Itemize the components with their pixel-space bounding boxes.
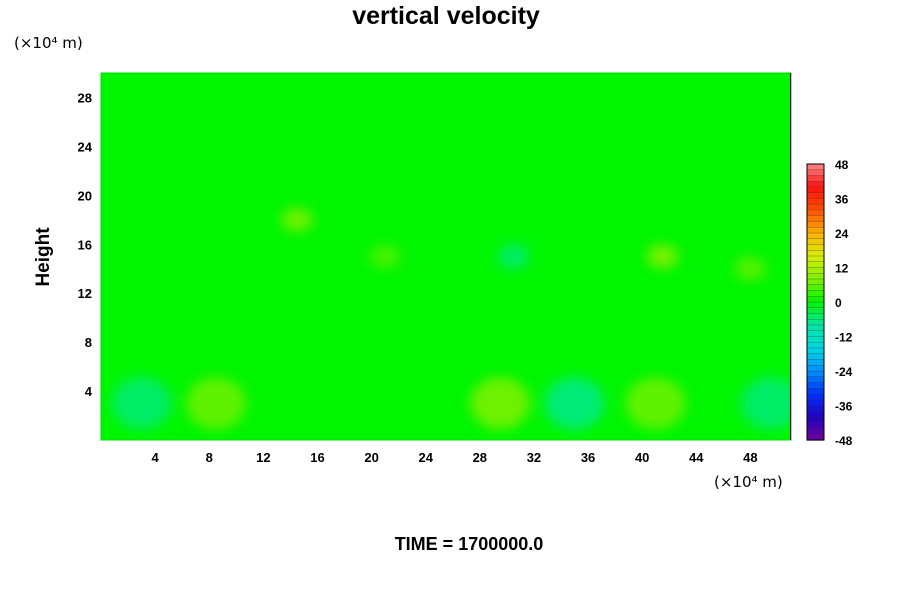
colorbar-tick-label: 12: [835, 262, 849, 276]
x-tick-label: 44: [689, 450, 704, 465]
colorbar-segment: [806, 342, 825, 349]
y-axis-label: Height: [33, 227, 54, 287]
y-tick-label: 16: [78, 237, 92, 252]
x-tick-label: 24: [418, 450, 433, 465]
colorbar-segment: [806, 324, 825, 332]
colorbar-segment: [806, 255, 825, 263]
feature-10: [734, 256, 767, 281]
y-tick-label: 8: [85, 335, 92, 350]
colorbar-frame: [806, 163, 825, 441]
x-tick-label: 4: [152, 450, 160, 465]
colorbar-segment: [806, 267, 825, 274]
x-tick-label: 16: [310, 450, 324, 465]
colorbar-segment: [806, 290, 825, 297]
feature-9: [497, 244, 530, 269]
feature-3: [369, 244, 402, 269]
feature-8: [740, 377, 791, 430]
feature-6: [625, 377, 686, 430]
colorbar-segment: [806, 382, 825, 389]
colorbar-segment: [806, 198, 825, 205]
colorbar-segment: [806, 319, 825, 326]
colorbar-segment: [806, 428, 825, 435]
colorbar-segment: [806, 175, 825, 182]
colorbar-segment: [806, 393, 825, 401]
colorbar-segment: [806, 209, 825, 217]
plot-area: [101, 73, 791, 440]
feature-5: [544, 377, 605, 430]
feature-4: [470, 377, 531, 430]
x-tick-label: 36: [581, 450, 595, 465]
colorbar: [806, 163, 825, 441]
x-tick-label: 12: [256, 450, 270, 465]
colorbar-segment: [806, 181, 825, 188]
colorbar-segment: [806, 273, 825, 280]
colorbar-tick-label: 48: [835, 158, 849, 172]
feature-2: [281, 207, 314, 232]
x-axis-unit: (×10⁴ m): [714, 473, 783, 491]
colorbar-segment: [806, 204, 825, 211]
colorbar-segment: [806, 313, 825, 320]
colorbar-segment: [806, 411, 825, 418]
colorbar-segment: [806, 192, 825, 200]
colorbar-segment: [806, 405, 825, 412]
y-tick-label: 20: [78, 188, 92, 203]
colorbar-segment: [806, 388, 825, 395]
colorbar-segment: [806, 376, 825, 384]
colorbar-segment: [806, 370, 825, 378]
y-tick-label: 12: [78, 286, 92, 301]
x-tick-label: 20: [364, 450, 378, 465]
time-label: TIME = 1700000.0: [395, 534, 544, 554]
colorbar-segment: [806, 250, 825, 257]
feature-1: [186, 377, 246, 430]
colorbar-tick-label: -24: [835, 365, 853, 379]
feature-7: [646, 244, 679, 269]
x-axis-ticks: 4 8 12 16 20 24 28 32 36 40 44 48: [152, 450, 758, 465]
x-tick-label: 48: [743, 450, 757, 465]
colorbar-segment: [806, 163, 825, 171]
y-axis-unit: (×10⁴ m): [14, 34, 83, 52]
colorbar-tick-label: 36: [835, 193, 849, 207]
colorbar-segment: [806, 399, 825, 407]
velocity-features: [111, 207, 791, 430]
colorbar-segment: [806, 221, 825, 228]
colorbar-tick-label: -48: [835, 434, 853, 448]
colorbar-segment: [806, 353, 825, 361]
colorbar-segment: [806, 261, 825, 269]
colorbar-segment: [806, 244, 825, 251]
colorbar-tick-label: -36: [835, 400, 853, 414]
colorbar-tick-label: 0: [835, 296, 842, 310]
x-tick-label: 32: [527, 450, 541, 465]
colorbar-segment: [806, 284, 825, 292]
y-axis-ticks: 4 8 12 16 20 24 28: [78, 90, 93, 399]
colorbar-segment: [806, 365, 825, 372]
colorbar-segment: [806, 330, 825, 338]
x-tick-label: 8: [206, 450, 213, 465]
y-tick-label: 28: [78, 90, 92, 105]
colorbar-segment: [806, 238, 825, 246]
colorbar-segment: [806, 301, 825, 309]
colorbar-ticks: 48 36 24 12 0 -12 -24 -36 -48: [835, 158, 853, 448]
colorbar-segment: [806, 169, 825, 177]
colorbar-tick-label: 24: [835, 227, 849, 241]
colorbar-segment: [806, 186, 825, 194]
x-tick-label: 28: [473, 450, 487, 465]
y-tick-label: 4: [85, 384, 93, 399]
colorbar-segment: [806, 422, 825, 430]
colorbar-tick-label: -12: [835, 331, 853, 345]
chart-title: vertical velocity: [352, 2, 540, 30]
colorbar-segment: [806, 296, 825, 303]
colorbar-segment: [806, 232, 825, 240]
colorbar-segment: [806, 278, 825, 286]
y-tick-label: 24: [78, 139, 93, 154]
colorbar-segment: [806, 215, 825, 223]
colorbar-segment: [806, 227, 825, 234]
colorbar-segment: [806, 359, 825, 366]
colorbar-segment: [806, 307, 825, 315]
colorbar-segment: [806, 347, 825, 355]
colorbar-segment: [806, 336, 825, 343]
x-tick-label: 40: [635, 450, 649, 465]
colorbar-segment: [806, 416, 825, 424]
feature-0: [111, 377, 172, 430]
